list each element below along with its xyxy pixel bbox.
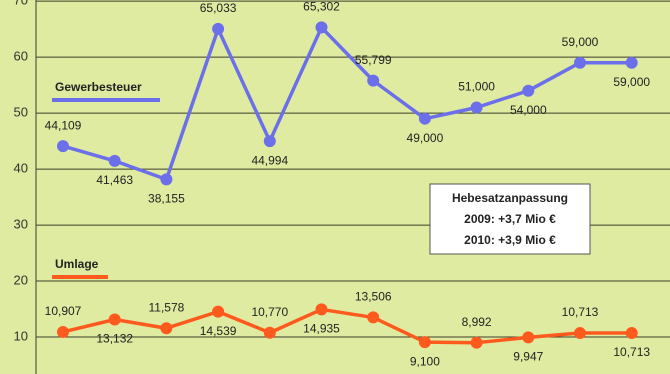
point: [522, 84, 535, 97]
point: [263, 326, 276, 339]
value-label: 10,713: [562, 305, 599, 319]
point: [470, 336, 483, 349]
point: [108, 154, 121, 167]
value-label: 11,578: [148, 300, 184, 314]
point: [57, 325, 69, 338]
point: [625, 56, 638, 69]
annotation: 2010: +3,9 Mio €: [464, 233, 556, 247]
value-label: 9,947: [513, 350, 543, 364]
legend-label: Gewerbesteuer: [55, 80, 142, 94]
point: [315, 303, 328, 316]
y-tick-label: 40: [14, 161, 28, 176]
point: [574, 56, 586, 69]
value-label: 9,100: [410, 354, 440, 368]
point: [418, 112, 431, 125]
series-line: [62, 307, 632, 345]
y-tick-label: 10: [14, 328, 28, 343]
annotation: 2009: +3,7 Mio €: [464, 212, 556, 226]
value-label: 10,713: [613, 345, 650, 359]
value-label: 10,907: [45, 304, 82, 318]
value-label: 49,000: [407, 131, 444, 145]
grid: [36, 0, 670, 338]
point: [470, 101, 483, 114]
point: [418, 336, 431, 349]
value-label: 59,000: [562, 35, 599, 49]
y-tick-label: 20: [14, 272, 28, 287]
value-label: 41,463: [96, 173, 133, 187]
series-line: [62, 25, 632, 182]
y-tick-label: 70: [14, 0, 28, 8]
value-label: 14,935: [303, 322, 340, 336]
value-label: 59,000: [613, 75, 650, 89]
y-tick-label: 60: [14, 49, 28, 64]
annotation: Hebesatzanpassung: [452, 191, 568, 205]
value-label: 8,992: [462, 315, 492, 329]
value-label: 14,539: [200, 324, 237, 338]
point: [108, 313, 121, 326]
value-label: 54,000: [510, 103, 547, 117]
value-label: 65,033: [200, 1, 237, 15]
value-label: 13,132: [96, 332, 133, 346]
point: [263, 135, 276, 148]
point: [315, 21, 328, 34]
legend-label: Umlage: [55, 257, 99, 271]
value-label: 51,000: [458, 80, 495, 94]
point: [160, 173, 173, 186]
point: [212, 22, 225, 35]
point: [212, 305, 225, 318]
y-tick-label: 30: [14, 217, 28, 232]
point: [57, 140, 69, 153]
value-label: 55,799: [355, 53, 392, 67]
value-label: 38,155: [148, 192, 185, 206]
point: [522, 331, 535, 344]
point: [625, 327, 638, 340]
value-label: 44,109: [45, 118, 82, 132]
value-label: 13,506: [355, 290, 392, 304]
annotation-box: [429, 183, 591, 255]
point: [367, 74, 380, 87]
point: [367, 311, 380, 324]
point: [574, 327, 586, 340]
value-label: 44,994: [251, 153, 288, 167]
value-label: 10,770: [251, 305, 288, 319]
y-tick-label: 50: [14, 105, 28, 120]
point: [160, 322, 173, 335]
value-label: 65,302: [303, 0, 340, 14]
